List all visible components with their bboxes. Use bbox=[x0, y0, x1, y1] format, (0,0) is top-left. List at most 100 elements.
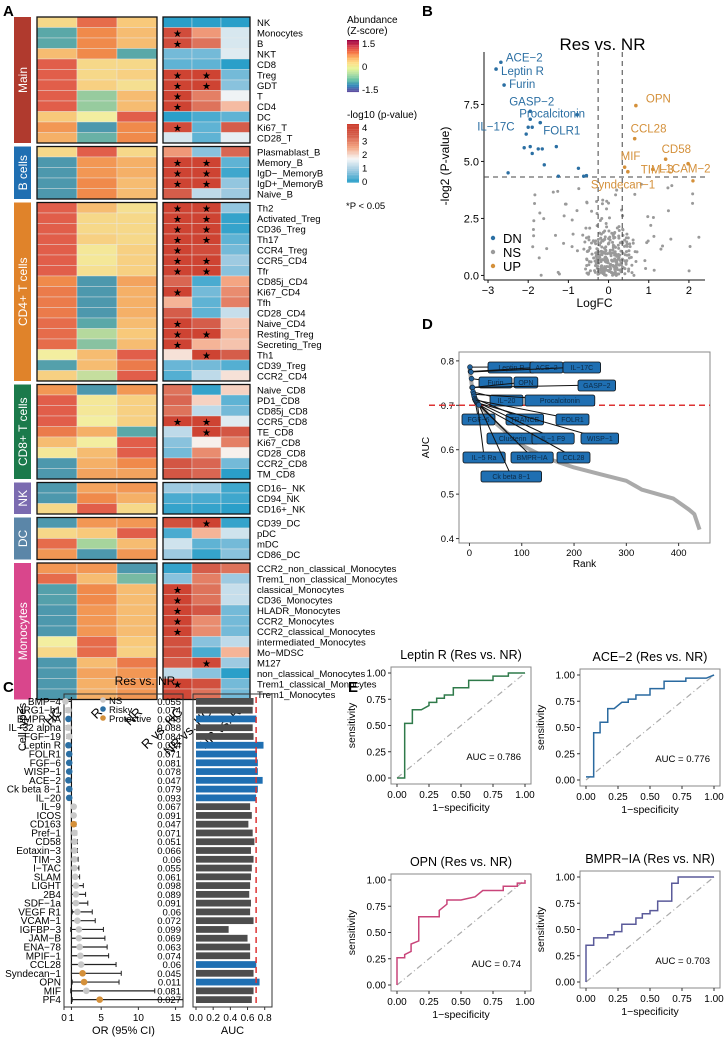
ns-point bbox=[669, 237, 673, 241]
x-axis-label: 1−specificity bbox=[621, 1006, 679, 1018]
pvalue-cell bbox=[191, 503, 222, 515]
abundance-cell bbox=[36, 468, 78, 480]
row-label: CD8 bbox=[257, 60, 276, 71]
panel-e-roc: Leptin R (Res vs. NR) AUC = 0.786 0.00 0.25… bbox=[346, 648, 724, 1021]
row-label: pDC bbox=[257, 529, 276, 540]
pvalue-cell bbox=[220, 286, 251, 298]
legend-dot bbox=[490, 263, 496, 269]
legend-pvalue-swatch bbox=[347, 152, 359, 154]
pvalue-cell bbox=[162, 132, 193, 144]
auc-point bbox=[468, 375, 475, 382]
or-point bbox=[96, 996, 103, 1003]
abundance-cell bbox=[76, 177, 118, 189]
pvalue-cell bbox=[220, 167, 251, 179]
abundance-cell bbox=[116, 132, 158, 144]
y-tick-label: 0.00 bbox=[367, 981, 387, 992]
row-label: VEGF R1 bbox=[18, 907, 61, 918]
pvalue-cell bbox=[220, 573, 251, 585]
row-label: Monocytes bbox=[257, 29, 303, 40]
abundance-cell bbox=[76, 27, 118, 39]
abundance-cell bbox=[76, 482, 118, 494]
row-label: CD58 bbox=[35, 837, 61, 848]
pvalue-cell bbox=[191, 338, 222, 350]
ns-point bbox=[615, 268, 619, 272]
auc-tick-label: 0.8 bbox=[258, 1013, 272, 1024]
pvalue-cell bbox=[191, 90, 222, 102]
significance-star: ★ bbox=[202, 169, 211, 180]
or-point bbox=[70, 820, 77, 828]
legend-pvalue-swatch bbox=[347, 131, 359, 134]
pvalue-cell bbox=[220, 132, 251, 144]
legend-abundance-swatch bbox=[347, 80, 359, 82]
pvalue-cell bbox=[162, 370, 193, 382]
legend-abundance-swatch bbox=[347, 66, 359, 68]
abundance-block-border bbox=[36, 481, 158, 515]
x-tick-label: 200 bbox=[566, 548, 582, 559]
pvalue-cell bbox=[191, 646, 222, 658]
abundance-cell bbox=[76, 615, 118, 627]
legend-pvalue-swatch bbox=[347, 166, 359, 169]
row-label: Syndecan−1 bbox=[5, 969, 61, 980]
auc-bar bbox=[196, 873, 251, 881]
ns-point bbox=[586, 249, 590, 253]
p-value: 0.089 bbox=[157, 890, 181, 901]
row-label: FOLR1 bbox=[29, 750, 62, 761]
pvalue-cell bbox=[220, 317, 251, 329]
pvalue-cell bbox=[220, 492, 251, 504]
p-value: 0.091 bbox=[157, 811, 181, 822]
x-tick-label: 1.00 bbox=[515, 997, 535, 1008]
p-value: 0.055 bbox=[157, 864, 181, 875]
x-tick-label: 0 bbox=[61, 1013, 67, 1024]
ns-point bbox=[585, 271, 589, 275]
ns-point bbox=[588, 226, 592, 230]
ns-point bbox=[601, 198, 605, 202]
auc-bar bbox=[196, 996, 252, 1003]
abundance-cell bbox=[116, 359, 158, 371]
legend-abundance-swatch bbox=[347, 88, 359, 90]
group-label: Monocytes bbox=[16, 602, 30, 660]
legend-pvalue-swatch bbox=[347, 156, 359, 158]
legend-abundance-swatch bbox=[347, 64, 359, 67]
label-box bbox=[510, 451, 554, 464]
abundance-cell bbox=[76, 167, 118, 179]
pvalue-cell bbox=[220, 244, 251, 256]
significance-star: ★ bbox=[173, 607, 182, 618]
auc-bar bbox=[196, 776, 263, 784]
ns-point bbox=[594, 239, 598, 243]
ns-point bbox=[652, 268, 656, 272]
pvalue-cell bbox=[220, 646, 251, 658]
roc-diagonal bbox=[396, 672, 526, 779]
abundance-cell bbox=[116, 317, 158, 329]
panel-d-auc-rank: 0 100 200 300 400 0.4 0.5 0.6 0.7 0.8 Rank AUC Lepti… bbox=[421, 351, 711, 570]
significance-star: ★ bbox=[202, 204, 211, 215]
p-value: 0.06 bbox=[163, 855, 182, 866]
row-label: BMP−4 bbox=[28, 697, 62, 708]
auc-frame bbox=[192, 693, 273, 1008]
point-label: Syndecan−1 bbox=[591, 180, 655, 192]
auc-bar bbox=[196, 978, 260, 986]
group-label: CD8+ T cells bbox=[16, 397, 30, 466]
legend-pvalue-swatch bbox=[347, 150, 359, 152]
roc-diagonal bbox=[396, 879, 526, 986]
legend-pvalue-swatch bbox=[347, 168, 359, 170]
legend-pvalue-swatch bbox=[347, 147, 359, 149]
abundance-cell bbox=[116, 615, 158, 627]
pvalue-cell bbox=[162, 111, 193, 123]
significance-star: ★ bbox=[202, 71, 211, 82]
abundance-cell bbox=[36, 646, 78, 658]
ns-point bbox=[611, 243, 615, 247]
significance-star: ★ bbox=[202, 418, 211, 429]
row-label: Ki67_CD8 bbox=[257, 438, 300, 449]
x-tick-label: 15 bbox=[170, 1013, 182, 1024]
or-point bbox=[65, 750, 73, 758]
pvalue-cell bbox=[220, 527, 251, 539]
auc-bar bbox=[196, 899, 251, 907]
pvalue-cell bbox=[191, 16, 222, 28]
significance-star: ★ bbox=[173, 680, 182, 691]
ns-point bbox=[600, 202, 604, 206]
abundance-cell bbox=[36, 447, 78, 459]
abundance-cell bbox=[116, 538, 158, 550]
legend-abundance-swatch bbox=[347, 67, 359, 69]
significance-star: ★ bbox=[202, 180, 211, 191]
ns-point bbox=[607, 241, 611, 245]
